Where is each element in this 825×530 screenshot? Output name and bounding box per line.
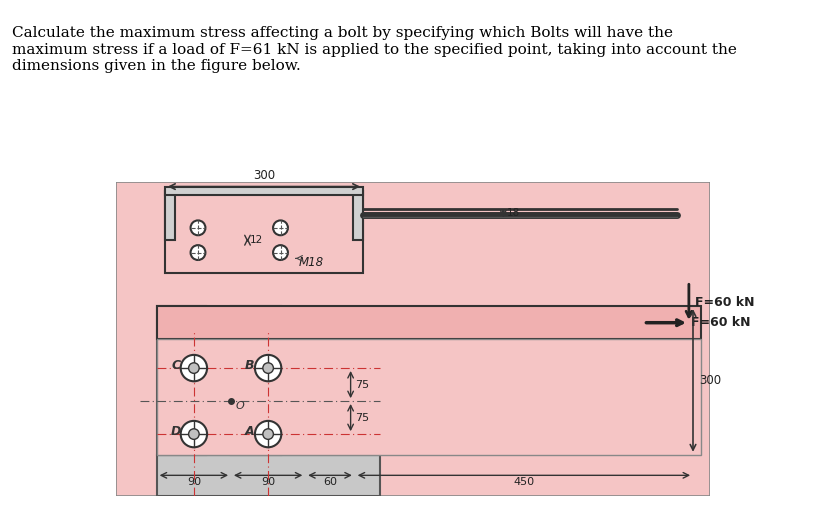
Text: B: B (245, 359, 255, 372)
Text: C: C (171, 359, 181, 372)
Circle shape (255, 421, 281, 447)
Text: F=60 kN: F=60 kN (695, 296, 755, 308)
Text: 75: 75 (355, 379, 369, 390)
Text: A: A (245, 425, 255, 438)
Bar (157, 306, 206, 455)
Text: D: D (171, 425, 181, 438)
Text: M18: M18 (299, 256, 323, 269)
Bar (165, 191, 175, 240)
Circle shape (181, 421, 207, 447)
Text: O: O (235, 401, 244, 411)
Text: 90: 90 (261, 477, 276, 487)
Circle shape (181, 355, 207, 381)
Text: 450: 450 (513, 477, 535, 487)
Text: 18: 18 (507, 208, 520, 218)
Text: 90: 90 (186, 477, 201, 487)
Bar (165, 191, 363, 273)
Text: 12: 12 (250, 235, 263, 245)
Bar (157, 306, 701, 339)
Circle shape (255, 355, 281, 381)
Bar (157, 455, 380, 496)
Text: 300: 300 (253, 170, 275, 182)
Bar (157, 339, 701, 455)
Circle shape (273, 245, 288, 260)
Circle shape (189, 429, 199, 439)
Circle shape (191, 220, 205, 235)
Text: 75: 75 (355, 412, 369, 422)
Circle shape (191, 245, 205, 260)
Text: 300: 300 (700, 374, 722, 387)
Bar (353, 191, 363, 240)
Text: 60: 60 (323, 477, 337, 487)
Circle shape (263, 429, 273, 439)
Circle shape (273, 220, 288, 235)
Text: Calculate the maximum stress affecting a bolt by specifying which Bolts will hav: Calculate the maximum stress affecting a… (12, 26, 738, 73)
Bar (231, 306, 280, 455)
Circle shape (189, 363, 199, 373)
Text: F=60 kN: F=60 kN (691, 316, 751, 329)
Circle shape (263, 363, 273, 373)
Bar (165, 187, 363, 195)
